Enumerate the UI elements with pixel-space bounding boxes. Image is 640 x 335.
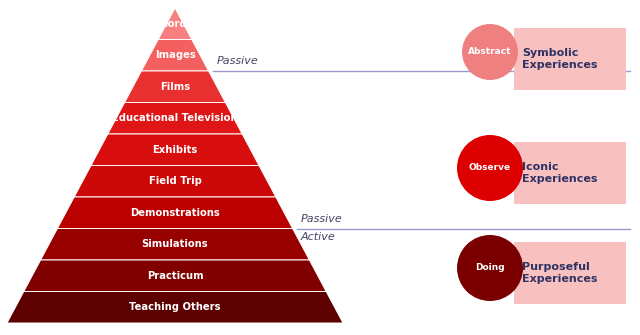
Polygon shape bbox=[108, 103, 242, 134]
Circle shape bbox=[462, 24, 518, 80]
Polygon shape bbox=[58, 197, 292, 228]
Polygon shape bbox=[158, 8, 192, 40]
Text: Exhibits: Exhibits bbox=[152, 145, 198, 155]
FancyBboxPatch shape bbox=[514, 28, 626, 90]
Text: Images: Images bbox=[155, 50, 195, 60]
Polygon shape bbox=[91, 134, 259, 165]
Text: Active: Active bbox=[301, 232, 335, 243]
Text: Purposeful
Experiences: Purposeful Experiences bbox=[522, 262, 598, 284]
Polygon shape bbox=[7, 291, 343, 323]
Text: Films: Films bbox=[160, 82, 190, 92]
Text: Simulations: Simulations bbox=[141, 239, 208, 249]
Text: Iconic
Experiences: Iconic Experiences bbox=[522, 162, 598, 184]
Text: Doing: Doing bbox=[475, 264, 505, 272]
Text: Educational Television: Educational Television bbox=[112, 113, 237, 123]
Text: Passive: Passive bbox=[301, 213, 342, 223]
Polygon shape bbox=[40, 228, 309, 260]
Text: Symbolic
Experiences: Symbolic Experiences bbox=[522, 48, 598, 70]
Text: Demonstrations: Demonstrations bbox=[130, 208, 220, 218]
Text: Abstract: Abstract bbox=[468, 48, 512, 57]
Text: Passive: Passive bbox=[216, 56, 259, 66]
Circle shape bbox=[457, 235, 523, 301]
Polygon shape bbox=[141, 40, 209, 71]
Polygon shape bbox=[24, 260, 326, 291]
Text: Practicum: Practicum bbox=[147, 271, 204, 281]
Text: Field Trip: Field Trip bbox=[148, 176, 202, 186]
Text: Observe: Observe bbox=[469, 163, 511, 173]
Circle shape bbox=[457, 135, 523, 201]
Text: Words: Words bbox=[157, 19, 193, 29]
FancyBboxPatch shape bbox=[514, 142, 626, 204]
Text: Teaching Others: Teaching Others bbox=[129, 302, 221, 312]
Polygon shape bbox=[74, 165, 276, 197]
FancyBboxPatch shape bbox=[514, 242, 626, 304]
Polygon shape bbox=[125, 71, 225, 103]
